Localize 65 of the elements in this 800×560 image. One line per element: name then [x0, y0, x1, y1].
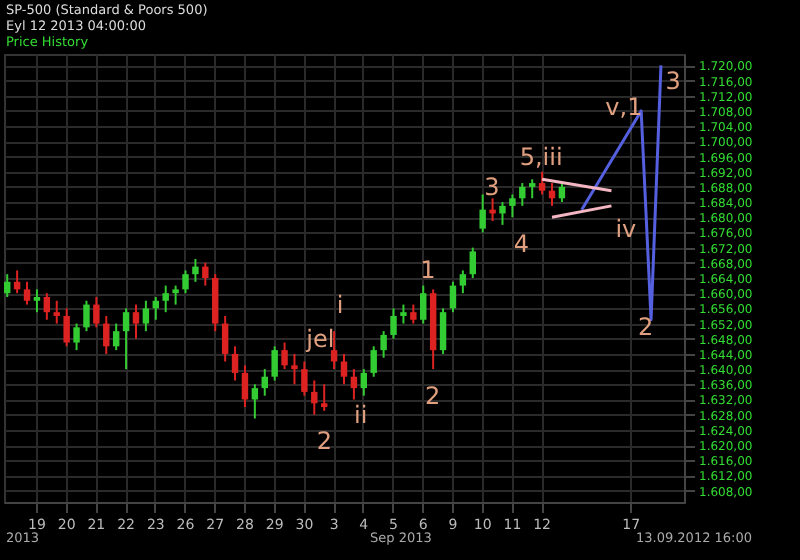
candlestick — [380, 330, 387, 359]
candlestick — [192, 258, 199, 283]
candlestick — [519, 182, 526, 207]
candlestick — [162, 284, 169, 314]
candlestick — [33, 288, 41, 314]
candlestick — [291, 352, 298, 386]
annotation: 1 — [420, 256, 436, 285]
annotation: jel — [304, 324, 335, 353]
annotation: 2 — [316, 427, 332, 456]
candlestick — [320, 383, 328, 412]
candlestick — [449, 280, 457, 314]
candlestick — [509, 193, 516, 219]
candlestick — [281, 341, 288, 371]
candlestick — [172, 284, 179, 306]
annotation: i — [336, 290, 344, 319]
annotation: 2 — [637, 313, 654, 342]
candlestick — [340, 352, 348, 386]
candlestick — [231, 345, 239, 382]
candlestick — [350, 368, 358, 401]
candlestick — [132, 303, 140, 340]
annotation: ii — [354, 400, 368, 429]
candlestick — [271, 345, 278, 382]
candlestick — [43, 292, 51, 321]
candlestick — [370, 345, 377, 378]
candlestick — [538, 170, 546, 196]
candlestick — [23, 280, 31, 306]
candlestick — [390, 307, 397, 340]
candlestick — [93, 295, 100, 329]
candlestick — [301, 360, 308, 397]
candlestick — [420, 284, 427, 325]
candlestick — [202, 261, 209, 287]
annotation: 3 — [665, 66, 681, 95]
candlestick — [83, 299, 90, 333]
candlestick — [112, 322, 120, 352]
candlestick — [469, 246, 476, 279]
candlestick — [558, 182, 566, 204]
candlestick — [499, 201, 506, 226]
candlestick — [63, 307, 70, 348]
annotation: 5,iii — [519, 142, 563, 171]
candlestick — [251, 383, 259, 420]
candlestick — [439, 307, 447, 355]
candlestick — [103, 314, 110, 355]
candlestick — [53, 299, 60, 325]
annotation: 3 — [484, 172, 500, 201]
candlestick — [311, 379, 318, 416]
candlestick — [459, 269, 467, 295]
candlestick — [261, 368, 268, 397]
annotation: v,1 — [605, 93, 643, 122]
candlestick — [360, 368, 368, 397]
annotation: iv — [615, 214, 637, 243]
candlestick — [241, 364, 249, 409]
candlestick — [73, 322, 80, 352]
candlestick — [410, 303, 417, 325]
annotation: 4 — [513, 229, 530, 258]
candlestick — [330, 330, 338, 371]
candlestick — [4, 273, 11, 298]
candlestick — [212, 273, 219, 333]
candlestick — [142, 299, 150, 333]
candlestick — [528, 178, 536, 200]
candlestick — [479, 193, 486, 234]
candlestick — [221, 314, 229, 363]
candlestick — [182, 269, 189, 295]
candlestick — [400, 303, 407, 325]
annotation: 2 — [425, 381, 441, 410]
candlestick — [122, 307, 130, 371]
